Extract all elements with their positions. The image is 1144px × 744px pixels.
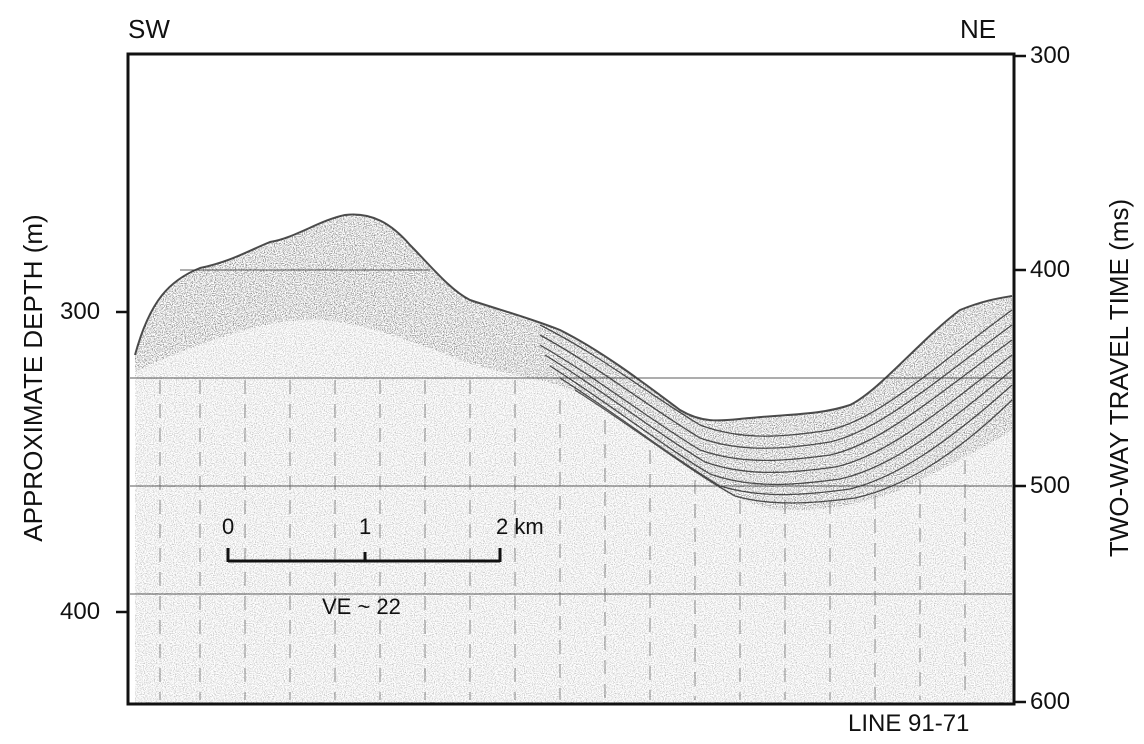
dense-zone <box>135 214 1012 511</box>
right-tick-label-400: 400 <box>1030 256 1071 283</box>
scale-bar <box>226 548 502 563</box>
basin-reflectors <box>539 309 1013 504</box>
left-tick-label-400: 400 <box>60 598 101 625</box>
vertical-exaggeration-label: VE ~ 22 <box>322 594 401 619</box>
scale-label-0: 0 <box>222 514 235 539</box>
scale-label-1: 1 <box>359 514 372 539</box>
scale-label-2km: 2 km <box>496 514 544 539</box>
orientation-left-label: SW <box>128 14 170 44</box>
seafloor-reflector <box>134 213 1013 422</box>
orientation-right-label: NE <box>960 14 997 44</box>
timing-lines <box>130 269 1012 595</box>
right-tick-label-300: 300 <box>1030 42 1071 69</box>
right-axis-title: TWO-WAY TRAVEL TIME (ms) <box>1104 198 1134 558</box>
right-axis-ticks <box>1014 54 1026 704</box>
left-axis-title: APPROXIMATE DEPTH (m) <box>18 214 48 542</box>
right-tick-label-600: 600 <box>1030 688 1071 715</box>
left-axis-ticks <box>116 310 128 614</box>
plot-frame <box>126 52 1016 706</box>
fix-marks <box>159 380 966 700</box>
line-label: LINE 91-71 <box>848 710 970 737</box>
right-tick-label-500: 500 <box>1030 472 1071 499</box>
sediment-fill <box>135 214 1012 704</box>
left-tick-label-300: 300 <box>60 298 101 325</box>
